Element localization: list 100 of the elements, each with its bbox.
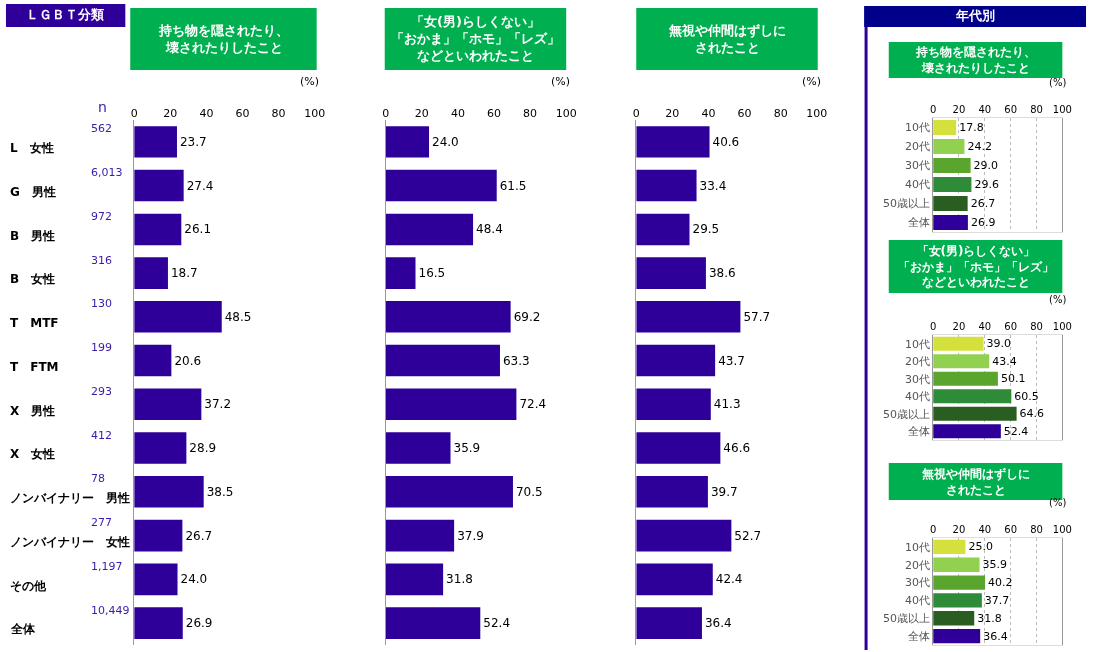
- bar: [385, 519, 455, 552]
- data-label: 26.7: [185, 528, 213, 543]
- data-label: 26.7: [970, 197, 996, 210]
- data-label: 17.8: [959, 121, 984, 134]
- y-tick-label: 30代: [904, 372, 930, 386]
- data-label: 39.7: [710, 484, 738, 499]
- chart-title: 「女(男)らしくない」「おかま」「ホモ」「レズ」などといわれたこと: [898, 244, 1054, 290]
- data-label: 39.0: [986, 337, 1012, 351]
- y2-tick-label: 78: [91, 472, 105, 485]
- x-tick-label: 60: [487, 106, 502, 120]
- bar: [933, 138, 965, 155]
- data-label: 70.5: [515, 484, 543, 499]
- data-label: 69.2: [513, 309, 541, 324]
- y2-tick-label: 10,449: [91, 604, 130, 617]
- bar: [636, 301, 741, 333]
- y-tick-label: 全体: [907, 425, 930, 439]
- y-tick-label: T FTM: [10, 360, 59, 374]
- y-tick-label: B 女性: [10, 272, 56, 286]
- data-label: 52.4: [483, 616, 511, 631]
- y2-tick-label: 199: [91, 341, 112, 354]
- data-label: 43.7: [718, 353, 745, 368]
- x-tick-label: 20: [665, 106, 680, 120]
- data-label: 38.6: [708, 266, 736, 281]
- y-tick-label: L 女性: [10, 141, 54, 155]
- data-label: 46.6: [723, 441, 751, 456]
- bar: [134, 257, 168, 289]
- data-label: 37.9: [457, 528, 484, 543]
- bar: [385, 126, 430, 158]
- x-tick-label: 20: [163, 106, 178, 120]
- data-label: 26.1: [184, 222, 212, 237]
- bar: [636, 213, 690, 246]
- y-tick-label: 全体: [10, 622, 36, 636]
- data-label: 52.7: [734, 528, 762, 543]
- text: ＬＧＢＴ分類: [26, 7, 104, 22]
- x-tick-label: 100: [304, 106, 326, 120]
- x-tick-label: 40: [978, 524, 992, 535]
- data-label: 27.4: [186, 178, 214, 193]
- y-tick-label: 30代: [904, 576, 930, 590]
- bar: [933, 214, 968, 231]
- x-tick-label: 60: [737, 106, 752, 120]
- y-tick-label: 50歳以上: [882, 612, 930, 626]
- x-tick-label: 0: [632, 106, 640, 120]
- x-tick-label: 60: [235, 106, 250, 120]
- bar: [134, 213, 182, 246]
- bar: [636, 476, 708, 508]
- x-tick-label: 40: [199, 106, 214, 120]
- bar: [385, 563, 444, 596]
- y-tick-label: B 男性: [10, 229, 56, 243]
- bar: [385, 432, 451, 464]
- bar: [636, 519, 732, 552]
- x-axis-title: (%): [300, 75, 320, 88]
- bar: [636, 344, 716, 377]
- chart-title: 無視や仲間はずしにされたこと: [921, 467, 1030, 497]
- data-label: 63.3: [502, 353, 530, 368]
- data-label: 26.9: [970, 216, 996, 229]
- y-tick-label: 10代: [904, 337, 930, 351]
- data-label: 40.2: [988, 576, 1013, 590]
- bar: [933, 406, 1017, 421]
- data-label: 48.5: [224, 309, 252, 324]
- data-label: 42.4: [715, 572, 743, 587]
- y-tick-label: その他: [10, 579, 47, 593]
- y-tick-label: X 女性: [10, 447, 56, 461]
- bar: [933, 119, 957, 136]
- bar: [134, 607, 183, 639]
- bar: [636, 388, 711, 421]
- x-tick-label: 0: [929, 104, 937, 115]
- data-label: 16.5: [418, 266, 446, 281]
- x-tick-label: 0: [130, 106, 138, 120]
- bar: [636, 169, 697, 202]
- chart-title: 「女(男)らしくない」「おかま」「ホモ」「レズ」などといわれたこと: [391, 14, 560, 63]
- bar: [134, 169, 184, 202]
- y-tick-label: 50歳以上: [882, 197, 930, 211]
- bar: [134, 344, 172, 377]
- data-label: 35.9: [453, 441, 481, 456]
- data-label: 60.5: [1014, 389, 1039, 403]
- data-label: 23.7: [179, 134, 207, 149]
- x-tick-label: 100: [555, 106, 577, 120]
- y2-tick-label: 1,197: [91, 560, 123, 573]
- y-tick-label: 10代: [904, 121, 930, 135]
- y-tick-label: G 男性: [10, 185, 56, 199]
- y2-tick-label: 130: [91, 297, 112, 310]
- y2-tick-label: 972: [91, 210, 112, 223]
- x-axis-title: (%): [1049, 497, 1067, 508]
- text: n: [98, 99, 107, 115]
- bar: [933, 557, 980, 572]
- x-tick-label: 60: [1004, 321, 1018, 332]
- bar: [933, 424, 1001, 439]
- data-label: 33.4: [699, 178, 727, 193]
- x-tick-label: 40: [978, 104, 992, 115]
- x-tick-label: 80: [1030, 524, 1043, 535]
- x-tick-label: 40: [701, 106, 716, 120]
- bar: [933, 336, 984, 351]
- x-tick-label: 80: [1030, 321, 1043, 332]
- x-tick-label: 100: [1052, 524, 1072, 535]
- bar: [933, 354, 990, 369]
- data-label: 31.8: [446, 572, 473, 587]
- bar: [134, 126, 177, 158]
- x-tick-label: 20: [414, 106, 429, 120]
- x-tick-label: 20: [952, 524, 966, 535]
- x-tick-label: 80: [1030, 104, 1043, 115]
